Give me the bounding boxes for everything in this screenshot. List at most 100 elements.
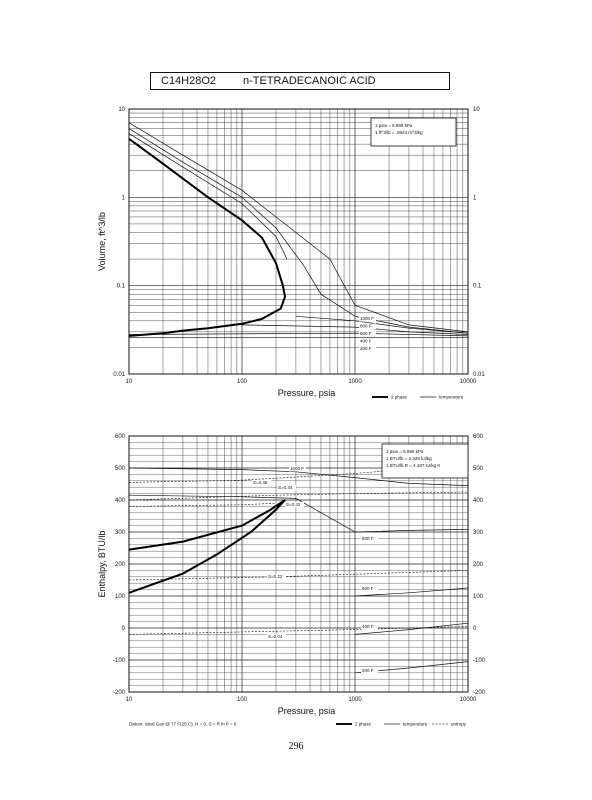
conversion-notes-box [370,117,457,147]
series-temperature-1 [128,128,469,334]
chemical-formula: C14H28O2 [161,75,217,87]
plot-frame [128,435,469,693]
isotherm-label: 800 F [360,324,372,329]
series-temperature-1 [128,467,469,486]
legend-label: 2 phase [355,722,372,727]
series-temperature-4 [295,315,469,334]
isotherm-label: 400 F [360,339,372,344]
series-temperature-4 [354,622,469,635]
conversion-note: 1 psia = 6.895 kPa [386,449,424,454]
entropy-label-bg [267,634,286,640]
series-entropy-9 [128,570,469,581]
y-tick-label-left: 1 [122,195,126,201]
series-group [128,122,469,338]
legend-label: temperature [439,395,464,400]
x-axis-label: Pressure, psia [278,388,336,398]
isotherm-label-bg [361,586,378,592]
y-tick-label-right: 500 [473,466,484,472]
entropy-label: S=0.44 [278,485,293,490]
series-2-phase-0 [128,499,286,594]
y-tick-label-left: 0 [122,626,126,632]
series-entropy-7 [128,491,469,501]
conversion-note: 1 psia = 6.895 kPa [375,123,413,128]
isotherm-label-bg [289,466,306,472]
y-tick-label-right: 1 [473,195,477,201]
isotherm-label-bg [361,624,378,630]
x-tick-label: 10000 [460,697,477,703]
y-tick-label-left: 100 [115,594,126,600]
legend: 2 phase temperature entropy [336,722,467,727]
y-tick-label-right: 600 [473,434,484,440]
x-tick-label: 1000 [348,379,362,385]
y-axis-label: Enthalpy, BTU/lb [97,531,107,598]
y-tick-label-right: 400 [473,498,484,504]
y-tick-label-right: 0 [473,626,477,632]
isotherm-label: 600 F [360,331,372,336]
x-tick-label: 100 [237,379,248,385]
legend-label: 2 phase [391,395,408,400]
y-tick-label-left: -200 [113,690,126,696]
entropy-label: S=0.42 [286,502,301,507]
isotherm-label-bg [359,346,376,352]
x-tick-label: 100 [237,697,248,703]
y-tick-label-left: 500 [115,466,126,472]
y-tick-label-left: 10 [118,107,125,113]
isotherm-label-bg [361,668,378,674]
x-axis-label: Pressure, psia [278,706,336,716]
entropy-label: S=0.46 [253,480,268,485]
isotherm-label: 400 F [362,624,374,629]
isotherm-label: 600 F [362,586,374,591]
series-temperature-5 [241,324,469,335]
series-temperature-2 [128,494,469,533]
legend-label: entropy [451,722,467,727]
conversion-note: 1 BTU/lb R = 4.187 kJ/kg K [386,463,440,468]
series-temperature-3 [354,587,469,597]
series-temperature-2 [128,122,469,333]
chart-2: 10 100 1000 10000-200-100010020030040050060… [97,434,486,727]
isotherm-label-bg [359,323,376,329]
x-tick-label: 1000 [348,697,362,703]
y-tick-label-right: 10 [473,107,480,113]
y-tick-label-right: 200 [473,562,484,568]
conversion-notes-box [381,443,469,479]
conversion-note: 1 BTU/lb = 2.326 kJ/kg [386,456,432,461]
series-2-phase-0 [128,137,287,337]
x-tick-label: 10 [126,379,133,385]
y-tick-label-right: -200 [473,690,486,696]
y-tick-label-left: 600 [115,434,126,440]
x-tick-label: 10 [126,697,133,703]
compound-name: n-TETRADECANOIC ACID [243,75,376,87]
series-entropy-8 [128,502,277,507]
isotherm-label: 200 F [362,668,374,673]
isotherm-label: 200 F [360,346,372,351]
y-tick-label-right: 100 [473,594,484,600]
y-axis-label: Volume, ft^3/lb [97,212,107,271]
y-tick-label-right: -100 [473,658,486,664]
entropy-label-bg [285,502,304,508]
series-group [128,464,469,674]
legend-label: temperature [403,722,428,727]
entropy-label-bg [252,480,271,486]
y-tick-label-left: 0.1 [117,284,126,290]
x-tick-label: 10000 [460,379,477,385]
plot-frame [128,108,469,375]
entropy-label-bg [267,574,286,580]
series-temperature-6 [128,332,469,337]
legend: 2 phase temperature [372,395,464,400]
y-tick-label-left: 300 [115,530,126,536]
datum-note: Datum: Ideal Gas @ 77 F(25 C), H = 0, S … [129,722,237,727]
y-tick-label-left: 200 [115,562,126,568]
y-tick-label-left: 400 [115,498,126,504]
isotherm-label: 1000 F [290,466,304,471]
isotherm-label-bg [361,536,378,542]
series-temperature-3 [128,133,288,260]
entropy-label: S=0.04 [268,634,283,639]
isotherm-label: 1000 F [360,316,374,321]
conversion-note: 1 ft^3/lb = .0624 m^3/kg [375,130,423,135]
entropy-label-bg [277,485,296,491]
isotherm-label: 800 F [362,536,374,541]
chart-title-box: C14H28O2 n-TETRADECANOIC ACID [150,72,450,90]
chart-1: 10 100 1000 100000.010.11100.010.1110Pressu… [97,107,485,400]
isotherm-label-bg [359,331,376,337]
